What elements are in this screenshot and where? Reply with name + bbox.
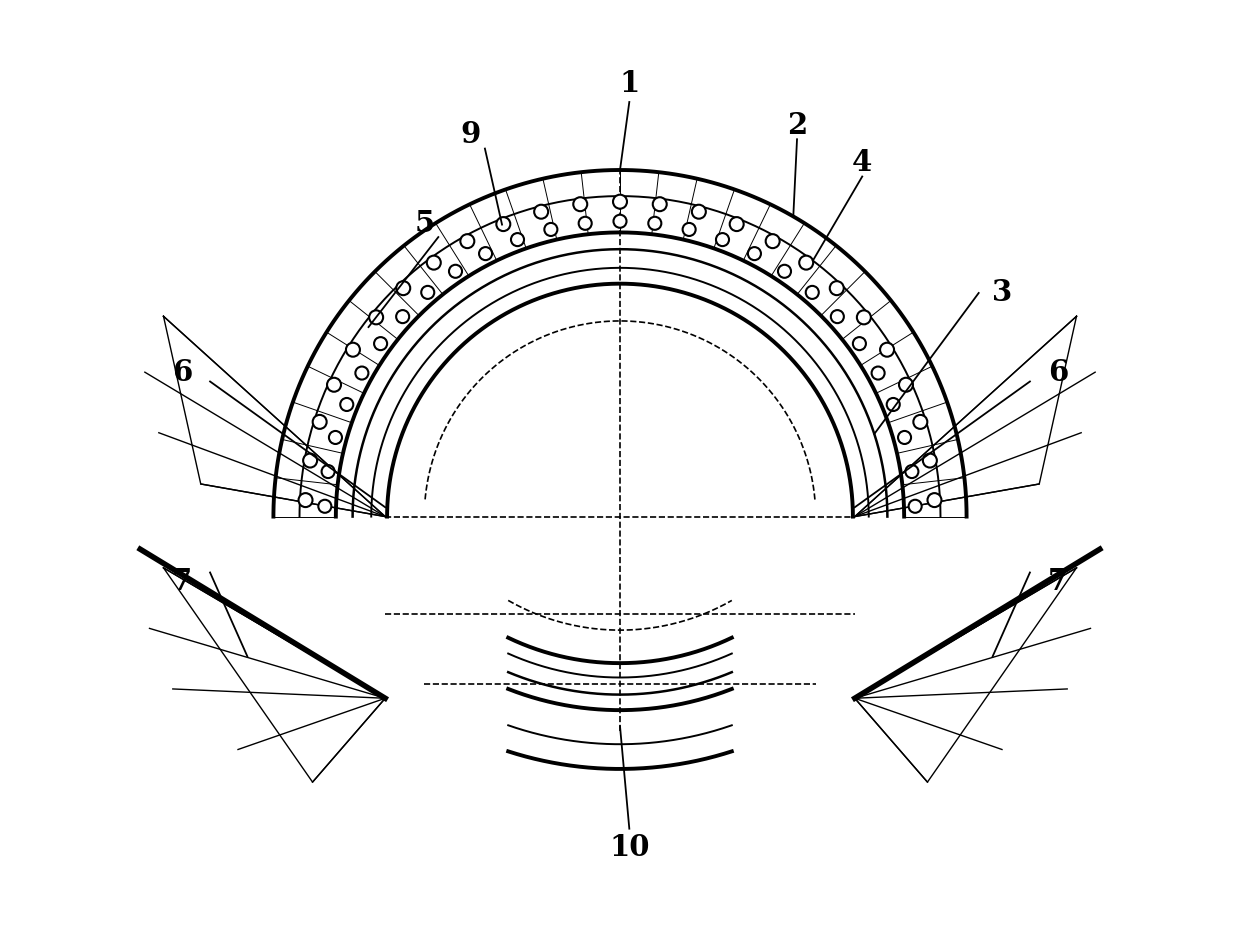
Circle shape bbox=[422, 286, 434, 299]
Text: 9: 9 bbox=[461, 120, 481, 149]
Circle shape bbox=[496, 217, 511, 231]
Circle shape bbox=[579, 217, 591, 229]
Text: 3: 3 bbox=[992, 278, 1012, 307]
Circle shape bbox=[806, 286, 818, 299]
Circle shape bbox=[880, 343, 894, 356]
Circle shape bbox=[831, 310, 844, 323]
Circle shape bbox=[682, 223, 696, 236]
Circle shape bbox=[887, 398, 900, 411]
Text: 10: 10 bbox=[609, 833, 650, 862]
Circle shape bbox=[857, 310, 870, 324]
Circle shape bbox=[777, 265, 791, 278]
Circle shape bbox=[898, 431, 911, 444]
Circle shape bbox=[346, 343, 360, 356]
Text: 5: 5 bbox=[414, 209, 434, 238]
Text: 6: 6 bbox=[172, 358, 192, 386]
Circle shape bbox=[905, 465, 919, 478]
Circle shape bbox=[327, 378, 341, 392]
Text: 2: 2 bbox=[787, 111, 807, 140]
Circle shape bbox=[765, 234, 780, 248]
Circle shape bbox=[613, 195, 627, 209]
Circle shape bbox=[303, 454, 317, 467]
Circle shape bbox=[923, 454, 937, 467]
Circle shape bbox=[312, 415, 326, 429]
Circle shape bbox=[329, 431, 342, 444]
Circle shape bbox=[614, 214, 626, 227]
Circle shape bbox=[909, 500, 921, 513]
Circle shape bbox=[692, 205, 706, 219]
Circle shape bbox=[449, 265, 463, 278]
Circle shape bbox=[321, 465, 335, 478]
Circle shape bbox=[748, 247, 761, 260]
Text: 1: 1 bbox=[619, 69, 640, 98]
Text: 7: 7 bbox=[1048, 568, 1068, 596]
Circle shape bbox=[729, 217, 744, 231]
Circle shape bbox=[396, 310, 409, 323]
Circle shape bbox=[928, 494, 941, 507]
Circle shape bbox=[853, 337, 866, 351]
Circle shape bbox=[649, 217, 661, 229]
Circle shape bbox=[715, 233, 729, 246]
Circle shape bbox=[374, 337, 387, 351]
Circle shape bbox=[914, 415, 928, 429]
Circle shape bbox=[899, 378, 913, 392]
Circle shape bbox=[397, 281, 410, 295]
Text: 6: 6 bbox=[1048, 358, 1068, 386]
Circle shape bbox=[340, 398, 353, 411]
Circle shape bbox=[872, 367, 884, 380]
Circle shape bbox=[319, 500, 331, 513]
Circle shape bbox=[356, 367, 368, 380]
Circle shape bbox=[460, 234, 475, 248]
Circle shape bbox=[511, 233, 525, 246]
Circle shape bbox=[427, 256, 440, 270]
Circle shape bbox=[830, 281, 843, 295]
Text: 4: 4 bbox=[852, 149, 873, 177]
Text: 7: 7 bbox=[172, 568, 192, 596]
Circle shape bbox=[534, 205, 548, 219]
Circle shape bbox=[544, 223, 558, 236]
Circle shape bbox=[800, 256, 813, 270]
Circle shape bbox=[573, 197, 588, 212]
Circle shape bbox=[479, 247, 492, 260]
Circle shape bbox=[370, 310, 383, 324]
Circle shape bbox=[299, 494, 312, 507]
Circle shape bbox=[652, 197, 667, 212]
